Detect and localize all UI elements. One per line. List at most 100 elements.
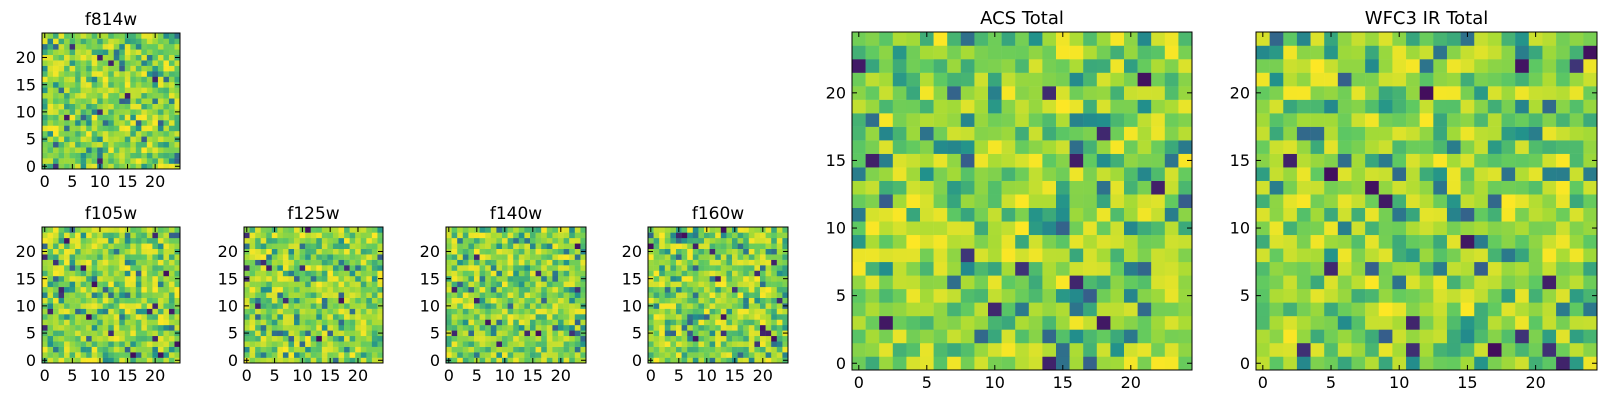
heatmap-cell [1124, 288, 1138, 303]
heatmap-cell [316, 352, 323, 358]
heatmap-cell [1337, 221, 1352, 236]
heatmap-cell [64, 341, 70, 347]
heatmap-cell [451, 330, 458, 337]
heatmap-cell [906, 45, 921, 60]
heatmap-cell [135, 38, 142, 45]
heatmap-cell [174, 49, 181, 56]
heatmap-cell [69, 147, 76, 153]
heatmap-cell [1256, 234, 1270, 249]
heatmap-cell [1015, 302, 1030, 317]
heatmap-cell [574, 237, 581, 244]
heatmap-cell [732, 286, 738, 293]
heatmap-cell [865, 180, 880, 195]
heatmap-cell [1096, 356, 1111, 371]
heatmap-cell [468, 281, 475, 288]
x-tick-label: 5 [674, 366, 684, 385]
heatmap-cell [1056, 194, 1070, 209]
heatmap-cell [1124, 140, 1138, 154]
heatmap-cell [310, 292, 317, 298]
heatmap-cell [457, 259, 464, 266]
heatmap-cell [53, 60, 59, 66]
heatmap-cell [687, 275, 694, 282]
heatmap-cell [130, 49, 137, 56]
heatmap-cell [377, 308, 384, 315]
heatmap-cell [771, 243, 778, 250]
heatmap-cell [1296, 275, 1311, 290]
heatmap-cell [676, 341, 682, 347]
heatmap-cell [1515, 180, 1530, 195]
heatmap-cell [377, 232, 384, 239]
heatmap-cell [332, 352, 339, 358]
heatmap-cell [310, 314, 317, 320]
heatmap-cell [715, 227, 722, 233]
heatmap-cell [1419, 234, 1434, 249]
heatmap-cell [681, 281, 688, 288]
heatmap-cell [490, 232, 497, 239]
heatmap-cell [1256, 194, 1270, 209]
heatmap-cell [782, 335, 789, 342]
heatmap-cell [321, 270, 328, 277]
heatmap-cell [310, 330, 317, 337]
heatmap-cell [119, 259, 126, 266]
heatmap-cell [513, 352, 520, 358]
heatmap-cell [530, 330, 536, 337]
heatmap-cell [174, 270, 181, 277]
heatmap-cell [546, 259, 553, 266]
heatmap-cell [168, 98, 175, 104]
heatmap-cell [960, 180, 975, 195]
heatmap-cell [563, 341, 570, 347]
heatmap-cell [288, 297, 295, 304]
heatmap-cell [47, 270, 54, 277]
heatmap-cell [490, 357, 497, 364]
heatmap-cell [294, 303, 300, 309]
heatmap-cell [69, 324, 76, 331]
heatmap-cell [1069, 32, 1084, 46]
heatmap-cell [670, 254, 677, 260]
heatmap-cell [737, 259, 744, 266]
heatmap-cell [659, 243, 666, 250]
heatmap-cell [75, 136, 81, 143]
heatmap-cell [720, 308, 727, 315]
heatmap-cell [653, 330, 660, 337]
heatmap-cell [653, 352, 660, 358]
heatmap-cell [485, 286, 492, 293]
heatmap-cell [168, 54, 175, 61]
heatmap-cell [360, 303, 367, 309]
heatmap-cell [1069, 194, 1084, 209]
heatmap-cell [321, 314, 328, 320]
heatmap-cell [108, 125, 115, 132]
heatmap-cell [299, 303, 306, 309]
heatmap-cell [58, 237, 65, 244]
x-tick-label: 15 [523, 366, 543, 385]
heatmap-cell [988, 72, 1002, 87]
heatmap-cell [168, 319, 175, 326]
heatmap-cell [377, 265, 384, 271]
heatmap-cell [282, 303, 289, 309]
heatmap-cell [69, 292, 76, 298]
heatmap-cell [1056, 140, 1070, 154]
heatmap-cell [879, 167, 894, 181]
heatmap-cell [1487, 207, 1502, 222]
heatmap-cell [664, 270, 671, 277]
heatmap-cell [332, 319, 339, 326]
heatmap-cell [146, 65, 153, 72]
heatmap-cell [58, 259, 65, 266]
heatmap-cell [960, 207, 975, 222]
heatmap-cell [664, 335, 671, 342]
heatmap-cell [524, 335, 531, 342]
heatmap-cell [457, 227, 464, 233]
heatmap-cell [294, 335, 300, 342]
heatmap-cell [75, 125, 81, 132]
heatmap-cell [174, 319, 181, 326]
heatmap-cell [1124, 86, 1138, 100]
heatmap-cell [69, 98, 76, 104]
heatmap-cell [1419, 72, 1434, 87]
heatmap-cell [91, 98, 98, 104]
heatmap-cell [344, 352, 350, 358]
heatmap-cell [255, 248, 261, 255]
heatmap-cell [321, 265, 328, 271]
heatmap-cell [698, 232, 705, 239]
heatmap-cell [119, 147, 126, 153]
heatmap-cell [1324, 315, 1339, 330]
heatmap-cell [1419, 342, 1434, 357]
